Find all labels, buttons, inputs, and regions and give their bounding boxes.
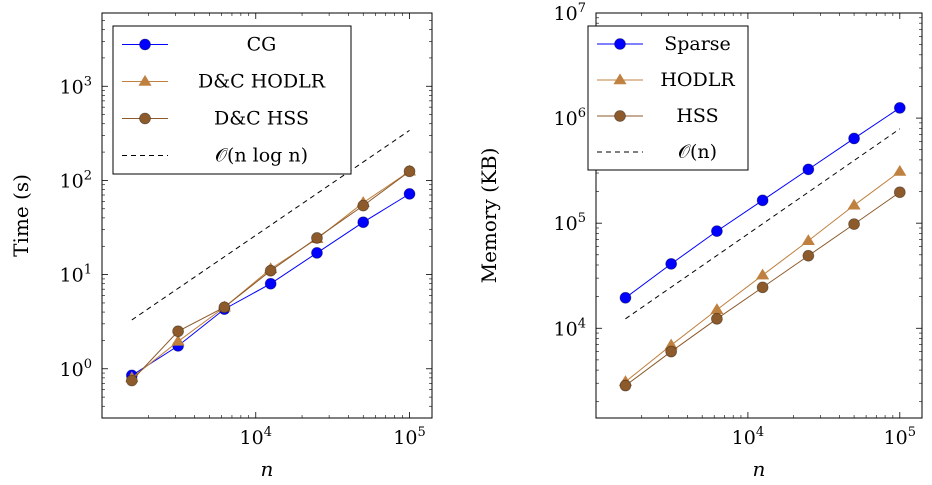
legend-label: 𝒪(n log n)	[215, 145, 308, 167]
legend-label: CG	[247, 34, 277, 56]
y-tick-label: 104	[554, 316, 586, 340]
legend-label: D&C HODLR	[198, 71, 326, 93]
series-3	[619, 186, 906, 392]
data-point	[801, 234, 815, 245]
y-tick-label: 107	[554, 1, 586, 25]
y-tick-label: 100	[60, 357, 92, 381]
data-point	[403, 165, 416, 178]
y-tick-label: 106	[554, 106, 586, 130]
legend: Sparse HODLR HSS 𝒪(n)	[587, 25, 749, 171]
data-point	[847, 198, 861, 210]
legend-swatch-marker	[139, 112, 151, 125]
chart-panel-1: 104 105 100 101 102 103 n Time (s) CG D&C HODLR D&…	[9, 12, 433, 481]
x-tick-label: 105	[884, 425, 916, 449]
x-tick-label: 104	[732, 425, 764, 449]
y-tick-label: 102	[60, 168, 92, 192]
series-1	[125, 187, 416, 382]
series-1	[619, 102, 906, 304]
data-point	[357, 199, 370, 212]
y-tick-label: 105	[554, 211, 586, 235]
data-point	[802, 163, 815, 176]
data-point	[125, 374, 138, 387]
x-tick-label: 104	[240, 425, 272, 449]
y-axis-label: Memory (KB)	[477, 148, 501, 284]
data-point	[171, 334, 185, 346]
data-point	[264, 277, 277, 290]
series-4	[131, 129, 410, 321]
plot-frame	[595, 12, 923, 419]
legend-swatch-marker	[614, 110, 626, 122]
chart-panel-2: 104 105 104 105 106 107 n Memory (KB) Sparse HODL…	[477, 1, 923, 481]
data-point	[893, 102, 906, 114]
data-point	[311, 247, 323, 259]
legend: CG D&C HODLR D&C HSS 𝒪(n log n)	[112, 25, 352, 175]
data-point	[218, 301, 231, 314]
legend-box	[112, 25, 352, 175]
data-point	[357, 216, 370, 229]
data-point	[311, 232, 323, 244]
data-point	[619, 291, 632, 304]
legend-label: HODLR	[660, 69, 735, 91]
data-point	[848, 132, 860, 145]
x-axis-label: n	[261, 457, 274, 481]
series-3	[125, 165, 416, 387]
data-point	[756, 194, 769, 207]
data-point	[756, 268, 770, 280]
legend-swatch-marker	[138, 74, 152, 86]
y-tick-label: 103	[60, 74, 92, 98]
series-line	[131, 129, 410, 321]
x-axis-label: n	[753, 457, 766, 481]
data-point	[756, 281, 769, 294]
legend-label: Sparse	[664, 33, 731, 55]
data-point	[264, 264, 277, 277]
legend-swatch-marker	[139, 38, 151, 51]
plot-frame	[101, 12, 433, 419]
data-point	[802, 249, 815, 262]
data-point	[665, 257, 678, 270]
x-tick-label: 105	[393, 425, 425, 449]
legend-swatch-marker	[614, 38, 626, 50]
data-point	[710, 312, 723, 325]
data-point	[710, 303, 724, 314]
legend-label: D&C HSS	[214, 108, 309, 130]
data-point	[403, 187, 416, 200]
series-line	[625, 128, 901, 320]
legend-label: HSS	[676, 105, 718, 127]
legend-box	[587, 25, 749, 171]
series-4	[625, 128, 901, 320]
y-tick-label: 101	[60, 263, 92, 287]
data-point	[893, 186, 906, 199]
legend-label: 𝒪(n)	[678, 141, 717, 163]
data-point	[172, 325, 184, 338]
data-point	[710, 225, 723, 238]
data-point	[848, 218, 860, 231]
data-point	[619, 379, 632, 392]
data-point	[665, 345, 678, 358]
y-axis-label: Time (s)	[9, 174, 33, 257]
series-2	[618, 164, 907, 386]
data-point	[893, 164, 907, 176]
legend-swatch-marker	[613, 73, 627, 85]
